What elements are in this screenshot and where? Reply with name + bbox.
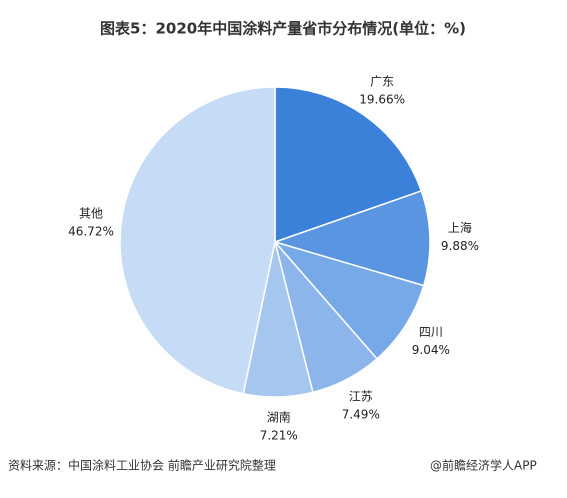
value-label: 9.88%	[441, 239, 479, 253]
pie-slice	[119, 86, 276, 395]
slice-label: 其他	[79, 206, 103, 220]
pie-slice	[272, 240, 425, 360]
slice-label: 四川	[419, 325, 443, 339]
slice-label: 江苏	[349, 389, 373, 403]
value-label: 7.21%	[260, 428, 298, 442]
chart-title: 图表5：2020年中国涂料产量省市分布情况(单位：%)	[100, 20, 466, 38]
value-label: 9.04%	[412, 343, 450, 357]
slice-label: 广东	[370, 75, 394, 89]
slice-label: 湖南	[267, 409, 291, 424]
credit: @前瞻经济学人APP	[430, 458, 537, 473]
slice-label: 上海	[448, 220, 472, 235]
source: 资料来源：中国涂料工业协会 前瞻产业研究院整理	[8, 458, 276, 473]
value-label: 7.49%	[342, 407, 380, 421]
value-label: 19.66%	[359, 93, 405, 107]
pie-slice	[272, 190, 431, 287]
value-label: 46.72%	[68, 224, 114, 238]
